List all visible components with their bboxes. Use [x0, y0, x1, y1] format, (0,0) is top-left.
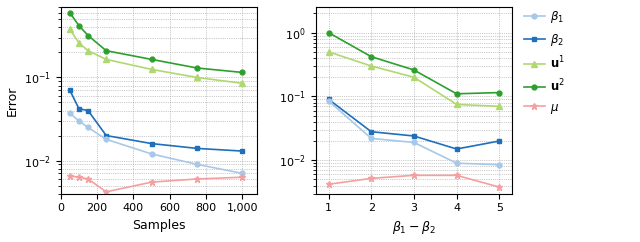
Line: $\beta_2$: $\beta_2$	[67, 88, 245, 153]
$\mathbf{u}^2$	[84, 34, 92, 37]
$\mathbf{u}^1$	[239, 82, 246, 85]
$\mathbf{u}^2$	[452, 92, 460, 95]
$\beta_1$	[495, 163, 503, 166]
$\mathbf{u}^1$	[324, 50, 332, 53]
$\mathbf{u}^1$	[66, 28, 74, 31]
Line: $\mathbf{u}^1$: $\mathbf{u}^1$	[67, 27, 245, 86]
$\beta_1$	[84, 126, 92, 129]
$\beta_1$	[367, 137, 375, 140]
$\mu$	[148, 181, 156, 184]
$\mathbf{u}^2$	[66, 11, 74, 14]
Y-axis label: Error: Error	[6, 85, 19, 116]
$\beta_1$	[193, 163, 201, 166]
$\mathbf{u}^2$	[75, 24, 83, 27]
Line: $\mathbf{u}^2$: $\mathbf{u}^2$	[326, 30, 502, 96]
$\mathbf{u}^2$	[495, 91, 503, 94]
$\mathbf{u}^1$	[410, 76, 418, 79]
$\mathbf{u}^1$	[193, 76, 201, 79]
$\beta_2$	[148, 142, 156, 145]
$\beta_2$	[84, 109, 92, 112]
$\mu$	[84, 178, 92, 181]
Line: $\beta_1$: $\beta_1$	[326, 98, 502, 167]
$\mathbf{u}^1$	[367, 65, 375, 68]
$\beta_1$	[66, 112, 74, 115]
Line: $\mu$: $\mu$	[67, 173, 246, 195]
Line: $\beta_1$: $\beta_1$	[67, 111, 245, 176]
$\mu$	[495, 186, 503, 189]
X-axis label: $\beta_1 - \beta_2$: $\beta_1 - \beta_2$	[392, 219, 436, 236]
$\mu$	[75, 176, 83, 179]
$\mathbf{u}^2$	[102, 49, 110, 52]
Line: $\mathbf{u}^1$: $\mathbf{u}^1$	[326, 49, 502, 109]
$\mathbf{u}^1$	[148, 68, 156, 71]
$\mu$	[452, 174, 460, 177]
Legend: $\beta_1$, $\beta_2$, $\mathbf{u}^1$, $\mathbf{u}^2$, $\mu$: $\beta_1$, $\beta_2$, $\mathbf{u}^1$, $\…	[524, 9, 564, 116]
$\mu$	[367, 177, 375, 180]
$\mathbf{u}^2$	[324, 31, 332, 34]
$\beta_2$	[452, 148, 460, 151]
Line: $\beta_2$: $\beta_2$	[326, 97, 502, 151]
$\beta_2$	[410, 135, 418, 137]
$\beta_2$	[66, 89, 74, 92]
$\beta_2$	[75, 107, 83, 110]
$\beta_1$	[148, 152, 156, 155]
$\mu$	[324, 183, 332, 186]
$\beta_1$	[452, 162, 460, 165]
$\beta_1$	[410, 141, 418, 144]
$\mu$	[66, 175, 74, 178]
$\beta_2$	[193, 147, 201, 150]
Line: $\mathbf{u}^2$: $\mathbf{u}^2$	[67, 10, 245, 75]
$\mu$	[410, 174, 418, 177]
$\mathbf{u}^2$	[410, 68, 418, 71]
X-axis label: Samples: Samples	[132, 219, 186, 232]
$\beta_2$	[367, 130, 375, 133]
$\mathbf{u}^1$	[102, 58, 110, 61]
Line: $\mu$: $\mu$	[326, 172, 502, 190]
$\mathbf{u}^2$	[148, 58, 156, 61]
$\beta_2$	[495, 140, 503, 143]
$\beta_2$	[239, 150, 246, 152]
$\beta_2$	[102, 134, 110, 137]
$\beta_1$	[239, 172, 246, 175]
$\mathbf{u}^1$	[452, 103, 460, 106]
$\mu$	[193, 178, 201, 181]
$\mu$	[239, 176, 246, 179]
$\mathbf{u}^1$	[75, 42, 83, 45]
$\mathbf{u}^1$	[84, 49, 92, 52]
$\beta_2$	[324, 98, 332, 101]
$\mu$	[102, 190, 110, 193]
$\mathbf{u}^1$	[495, 105, 503, 108]
$\beta_1$	[324, 99, 332, 102]
$\beta_1$	[75, 120, 83, 122]
$\mathbf{u}^2$	[367, 55, 375, 58]
$\mathbf{u}^2$	[239, 71, 246, 74]
$\mathbf{u}^2$	[193, 67, 201, 69]
$\beta_1$	[102, 138, 110, 141]
